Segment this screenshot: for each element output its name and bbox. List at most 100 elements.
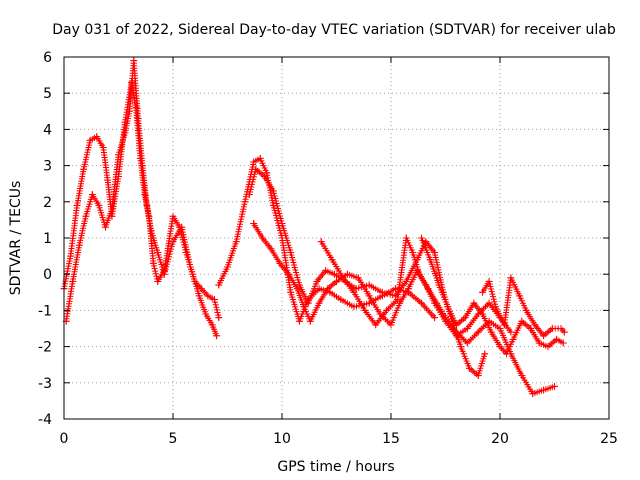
data-point [261,172,269,180]
y-tick-label: 1 [43,231,52,247]
data-point [313,277,321,285]
data-point [93,133,101,141]
data-point [452,328,460,336]
data-point [293,285,301,293]
data-point [548,325,556,332]
data-point [402,234,410,242]
data-point [154,248,162,256]
data-point [540,332,548,340]
data-point [487,328,495,336]
series-arc-3 [215,154,439,325]
data-point [435,281,443,289]
data-point [147,227,155,235]
data-point [141,191,149,199]
data-point [527,325,535,332]
data-point [304,299,312,307]
x-tick-label: 20 [491,431,509,447]
data-point [99,144,107,151]
y-tick-label: -1 [38,303,52,319]
data-point [559,339,567,347]
data-point [287,248,295,256]
data-point [208,321,216,329]
data-point [551,382,558,390]
data-point [256,154,264,162]
data-point [204,292,212,300]
data-point [315,299,323,307]
data-point [115,151,122,159]
data-point [149,259,157,267]
data-point [108,205,116,213]
data-point [73,201,81,209]
data-point [350,303,358,311]
data-point [143,201,151,209]
data-point [269,201,277,209]
data-point [463,325,471,332]
x-tick-label: 10 [273,431,291,447]
data-point [252,165,260,173]
data-point [361,306,369,314]
data-point [130,57,138,65]
data-point [378,288,386,296]
data-point [202,310,210,318]
data-point [278,220,286,228]
data-point [535,339,543,347]
data-point [557,325,565,332]
data-point [160,270,168,278]
data-point [186,263,194,271]
data-point [258,234,266,242]
series-arc-6 [317,234,558,398]
data-point [210,296,218,304]
data-point [134,115,142,123]
data-point [287,288,295,296]
data-point [195,292,203,300]
data-point [431,248,439,256]
data-point [95,201,103,209]
data-point [474,328,482,336]
data-point [479,310,487,318]
y-tick-label: 0 [43,267,52,283]
data-point [474,372,482,380]
x-tick-label: 25 [600,431,618,447]
data-point [560,328,568,336]
data-point [101,223,109,231]
data-point [250,158,258,166]
data-point [463,339,471,347]
data-point [285,270,293,278]
data-point [396,299,404,307]
data-point [507,274,515,282]
data-point [485,299,493,307]
series-markers [61,79,222,321]
data-point [383,306,391,314]
data-point [215,281,223,289]
data-point [426,256,434,264]
data-point [433,299,441,307]
data-point [540,386,548,394]
data-point [224,263,231,271]
data-point [295,281,303,289]
data-point [213,332,221,340]
data-point [125,107,133,115]
data-point [529,390,537,398]
data-point [415,270,423,278]
data-point [402,277,410,285]
data-point [328,256,336,264]
data-point [544,343,552,351]
data-point [457,343,465,351]
data-point [82,212,90,220]
y-tick-label: 6 [43,50,52,66]
data-point [431,314,439,322]
y-tick-label: 5 [43,86,52,102]
data-point [461,314,469,322]
grid-lines [64,57,609,419]
y-tick-label: -4 [38,412,52,428]
data-point [418,299,426,307]
data-point [250,220,258,228]
data-point [404,285,412,293]
series-arc-1 [60,78,223,322]
data-point [350,288,358,296]
data-point [424,285,432,293]
y-tick-label: -3 [38,376,52,392]
data-point [479,288,487,296]
data-point [241,198,249,206]
x-tick-label: 5 [169,431,178,447]
